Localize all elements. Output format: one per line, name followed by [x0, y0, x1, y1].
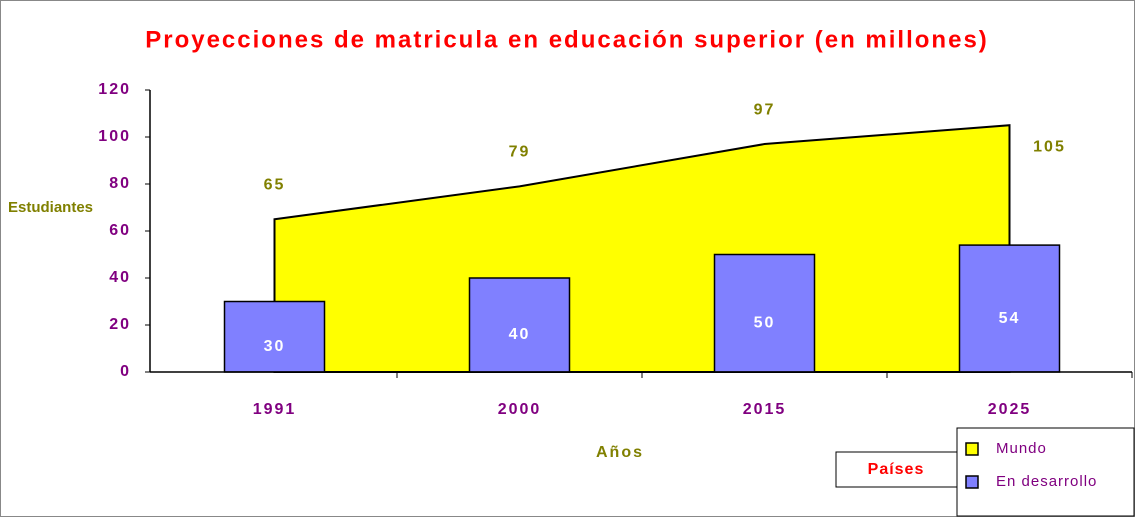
x-axis-label: Años: [596, 444, 644, 461]
x-tick-label: 2025: [988, 401, 1032, 418]
data-label: 40: [509, 326, 531, 343]
x-tick-label: 2000: [498, 401, 542, 418]
legend-box: [956, 427, 1135, 517]
bar: [468, 277, 571, 373]
x-tick-label: 1991: [253, 401, 297, 418]
y-tick-label: 60: [109, 222, 131, 239]
chart-title: Proyecciones de matricula en educación s…: [145, 26, 989, 53]
data-label: 30: [264, 338, 286, 355]
data-label: 54: [999, 310, 1021, 327]
data-label: 79: [509, 144, 531, 161]
y-tick-label: 100: [98, 128, 131, 145]
data-label: 105: [1033, 138, 1066, 155]
data-label: 50: [754, 314, 776, 331]
legend-title: Países: [868, 461, 925, 478]
bar: [713, 253, 816, 373]
data-label: 97: [754, 101, 776, 118]
data-label: 65: [264, 176, 286, 193]
y-tick-label: 40: [109, 269, 131, 286]
y-tick-label: 20: [109, 316, 131, 333]
legend-swatch: [965, 475, 979, 489]
legend-label: Mundo: [996, 440, 1047, 457]
legend-label: En desarrollo: [996, 473, 1097, 490]
y-tick-label: 0: [120, 363, 131, 380]
x-tick-label: 2015: [743, 401, 787, 418]
legend-swatch: [965, 442, 979, 456]
legend-title-box: [835, 451, 958, 488]
y-tick-label: 120: [98, 81, 131, 98]
y-tick-label: 80: [109, 175, 131, 192]
y-axis-label: Estudiantes: [8, 199, 93, 216]
bar: [958, 244, 1061, 373]
bar: [223, 300, 326, 373]
